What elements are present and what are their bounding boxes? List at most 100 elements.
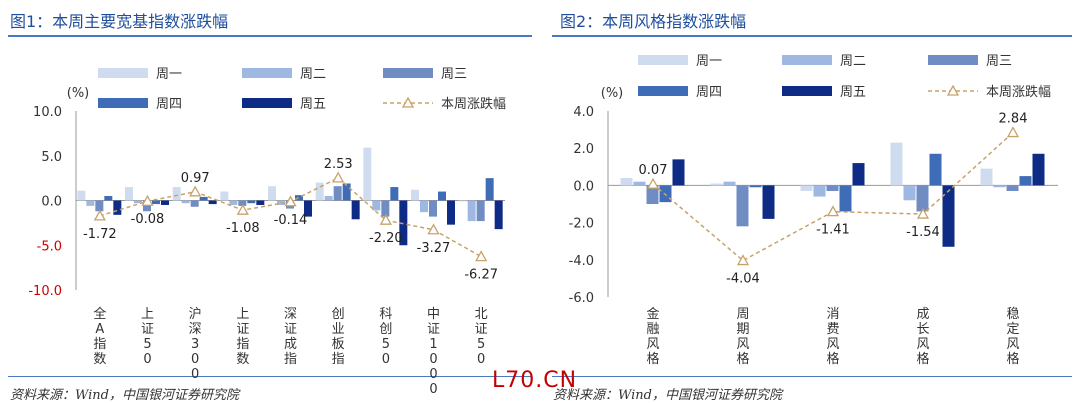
left-bar bbox=[333, 186, 342, 201]
left-bar bbox=[229, 200, 238, 205]
left-y-tick-label: 10.0 bbox=[33, 105, 62, 120]
left-bar bbox=[458, 200, 467, 202]
left-legend-swatch bbox=[242, 98, 292, 108]
left-y-tick-label: -10.0 bbox=[28, 284, 62, 299]
right-y-tick-label: 2.0 bbox=[573, 142, 594, 157]
right-bar bbox=[710, 183, 723, 186]
right-bar bbox=[723, 181, 736, 186]
left-y-tick-label: 0.0 bbox=[41, 195, 62, 210]
left-bar bbox=[208, 200, 217, 205]
right-bar bbox=[890, 142, 903, 186]
left-legend-label: 周四 bbox=[156, 97, 182, 112]
right-y-tick-label: 0.0 bbox=[573, 179, 594, 194]
left-data-label: 2.53 bbox=[324, 157, 353, 172]
left-category-label: 北证 5 0 bbox=[475, 307, 488, 367]
right-bar bbox=[620, 177, 633, 186]
left-legend-line-marker bbox=[401, 96, 415, 108]
watermark-text: L70.CN bbox=[492, 368, 578, 393]
right-bar bbox=[736, 185, 749, 227]
right-bar bbox=[762, 185, 775, 219]
right-bottom-rule bbox=[552, 376, 1072, 377]
left-bar bbox=[277, 200, 285, 205]
left-data-label: -3.27 bbox=[417, 241, 451, 256]
left-bar bbox=[95, 200, 104, 212]
left-bar bbox=[429, 200, 437, 217]
left-line-marker bbox=[189, 185, 202, 197]
left-bar bbox=[324, 196, 333, 201]
left-y-tick-label: -5.0 bbox=[37, 239, 62, 254]
right-legend-swatch bbox=[782, 86, 832, 96]
right-data-label: 0.07 bbox=[639, 163, 668, 178]
left-bar bbox=[181, 200, 190, 204]
left-category-label: 深证成指 bbox=[284, 307, 297, 367]
right-category-label: 稳定风格 bbox=[1006, 306, 1019, 367]
right-data-label: 2.84 bbox=[999, 112, 1028, 127]
right-line-marker bbox=[736, 254, 750, 266]
left-legend-swatch bbox=[242, 68, 292, 78]
left-category-label: 科创 5 0 bbox=[379, 307, 392, 367]
left-bar bbox=[220, 191, 229, 201]
left-data-label: -1.08 bbox=[226, 221, 260, 236]
left-bar bbox=[199, 196, 208, 201]
right-line-marker bbox=[1006, 126, 1020, 138]
right-legend-line-marker bbox=[946, 84, 960, 96]
left-category-label: 创业板指 bbox=[332, 307, 345, 367]
right-data-label: -1.41 bbox=[816, 223, 850, 238]
right-bar bbox=[916, 185, 929, 212]
right-weekly-change-line bbox=[652, 132, 1014, 262]
left-bar bbox=[476, 200, 485, 222]
left-bar bbox=[104, 196, 113, 201]
left-line-marker bbox=[427, 223, 440, 235]
left-bar bbox=[304, 200, 312, 217]
left-bottom-rule bbox=[8, 376, 532, 377]
right-bar bbox=[672, 159, 685, 186]
left-line-marker bbox=[236, 203, 249, 215]
left-line-marker bbox=[93, 209, 106, 221]
left-legend-line-label: 本周涨跌幅 bbox=[441, 96, 506, 112]
right-bar bbox=[800, 185, 813, 191]
right-y-tick-label: 4.0 bbox=[573, 105, 594, 120]
right-legend-swatch bbox=[782, 55, 832, 65]
right-line-marker bbox=[916, 207, 930, 219]
right-bar bbox=[852, 163, 865, 186]
right-bar bbox=[633, 181, 646, 186]
right-title-rule bbox=[552, 35, 1072, 37]
right-y-tick-label: -4.0 bbox=[569, 254, 594, 269]
right-bar bbox=[1032, 153, 1045, 186]
left-bar bbox=[152, 200, 160, 205]
right-legend-label: 周三 bbox=[986, 54, 1012, 69]
right-category-label: 成长风格 bbox=[916, 307, 929, 367]
left-y-tick-label: 5.0 bbox=[41, 150, 62, 165]
right-unit-label: (%) bbox=[601, 86, 624, 101]
left-line-marker bbox=[475, 250, 488, 262]
right-legend-swatch bbox=[638, 86, 688, 96]
right-legend-swatch bbox=[928, 55, 978, 65]
left-category-label: 上证 5 0 bbox=[141, 307, 154, 367]
right-chart-title: 图2：本周风格指数涨跌幅 bbox=[560, 12, 747, 31]
left-bar bbox=[485, 178, 494, 201]
left-bar bbox=[256, 200, 265, 205]
left-data-label: -1.72 bbox=[83, 227, 117, 242]
left-category-label: 全 A 指数 bbox=[93, 306, 106, 367]
left-line-marker bbox=[332, 171, 345, 183]
right-line-marker bbox=[646, 177, 660, 189]
right-bar bbox=[1019, 176, 1032, 186]
left-bar bbox=[342, 183, 351, 201]
left-legend-label: 周一 bbox=[156, 67, 182, 82]
left-bar bbox=[134, 200, 142, 204]
left-bar bbox=[351, 200, 360, 220]
right-legend-label: 周一 bbox=[696, 54, 722, 69]
left-category-label: 中证 1 0 0 0 bbox=[427, 307, 440, 397]
left-line-marker bbox=[284, 195, 297, 207]
left-unit-label: (%) bbox=[67, 86, 90, 101]
left-bar bbox=[238, 200, 247, 206]
right-legend-label: 周五 bbox=[840, 85, 866, 100]
left-bar bbox=[420, 200, 428, 213]
right-bar bbox=[903, 185, 916, 201]
left-bar bbox=[315, 182, 324, 201]
left-bar bbox=[381, 200, 390, 217]
left-bar bbox=[390, 187, 399, 201]
left-chart-title: 图1：本周主要宽基指数涨跌幅 bbox=[10, 12, 229, 31]
left-legend-label: 周三 bbox=[441, 67, 467, 82]
